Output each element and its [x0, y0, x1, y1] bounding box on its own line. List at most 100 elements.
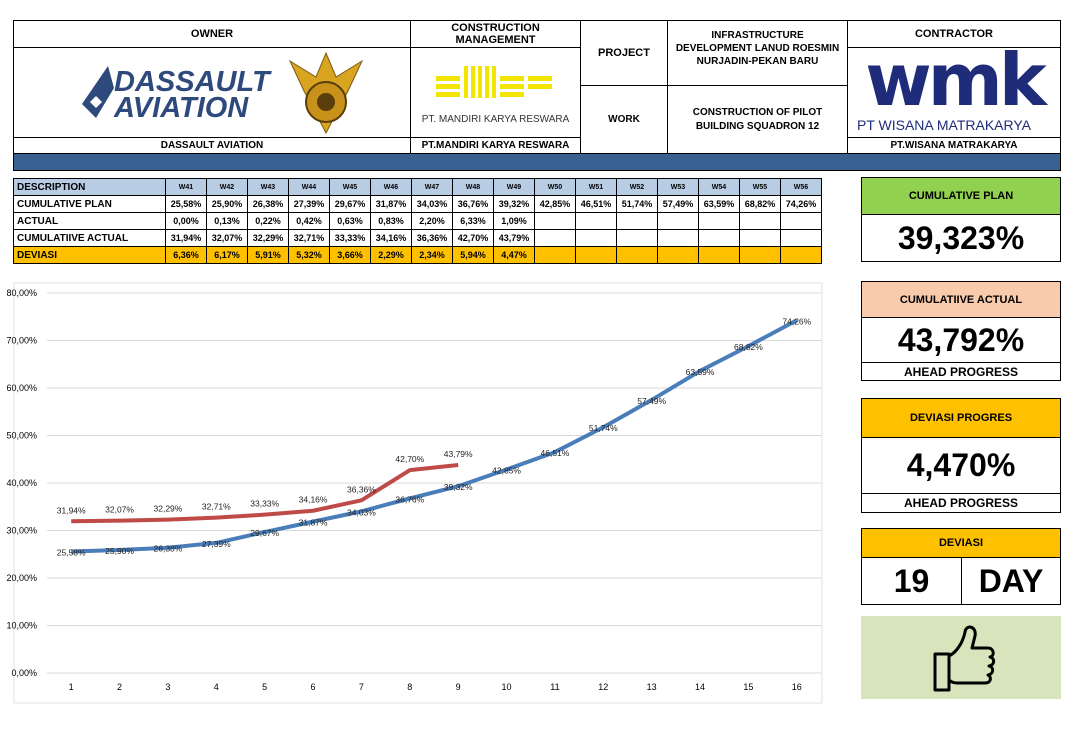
- project-text: INFRASTRUCTURE DEVELOPMENT LANUD ROESMIN…: [667, 20, 848, 86]
- table-cell: 0,13%: [206, 212, 248, 230]
- panel-value: 4,470%: [861, 437, 1061, 494]
- table-cell: [534, 212, 576, 230]
- panel-title: DEVIASI PROGRES: [861, 398, 1061, 438]
- x-tick-label: 11: [550, 682, 559, 692]
- table-cell: [616, 212, 658, 230]
- x-tick-label: 8: [407, 682, 412, 692]
- table-cell: [780, 229, 822, 247]
- data-label: 36,76%: [395, 494, 424, 504]
- data-label: 39,32%: [444, 482, 473, 492]
- table-cell: W46: [370, 178, 412, 196]
- contractor-name: PT.WISANA MATRAKARYA: [847, 137, 1061, 154]
- table-cell: W52: [616, 178, 658, 196]
- project-label: PROJECT: [580, 20, 668, 86]
- table-cell: 29,67%: [329, 195, 371, 213]
- cm-logo-text: PT. MANDIRI KARYA RESWARA: [421, 113, 570, 125]
- table-cell: [616, 229, 658, 247]
- table-cell: [657, 246, 699, 264]
- series-line: [71, 318, 798, 554]
- progress-table: DESCRIPTION W41 W42 W43 W44 W45 W46 W47 W48 W49 W5…: [13, 178, 822, 264]
- x-tick-label: 7: [359, 682, 364, 692]
- panel-value: 39,323%: [861, 214, 1061, 262]
- table-cell: W44: [288, 178, 330, 196]
- data-label: 43,79%: [444, 449, 473, 459]
- data-label: 68,82%: [734, 342, 763, 352]
- work-text: CONSTRUCTION OF PILOT BUILDING SQUADRON …: [667, 85, 848, 154]
- table-cell: 33,33%: [329, 229, 371, 247]
- table-cell: [739, 246, 781, 264]
- table-cell: [575, 212, 617, 230]
- table-cell: W42: [206, 178, 248, 196]
- data-label: 32,71%: [202, 502, 231, 512]
- table-cell: ACTUAL: [13, 212, 166, 230]
- data-label: 33,33%: [250, 499, 279, 509]
- table-cell: 63,59%: [698, 195, 740, 213]
- owner-logo-text-1: DASSAULT: [114, 66, 270, 98]
- y-tick-label: 0,00%: [11, 668, 37, 678]
- table-cell: 0,42%: [288, 212, 330, 230]
- y-tick-label: 60,00%: [6, 383, 37, 393]
- data-label: 42,70%: [395, 454, 424, 464]
- data-label: 63,59%: [686, 367, 715, 377]
- table-cell: 5,32%: [288, 246, 330, 264]
- table-cell: W54: [698, 178, 740, 196]
- table-cell: 43,79%: [493, 229, 535, 247]
- table-cell: W48: [452, 178, 494, 196]
- x-tick-label: 2: [117, 682, 122, 692]
- chart-frame: [13, 282, 823, 704]
- table-cell: DEVIASI: [13, 246, 166, 264]
- table-cell: 34,03%: [411, 195, 453, 213]
- panel-note: AHEAD PROGRESS: [861, 493, 1061, 513]
- x-tick-label: 15: [743, 682, 753, 692]
- x-tick-label: 6: [311, 682, 316, 692]
- table-cell: W50: [534, 178, 576, 196]
- table-cell: 34,16%: [370, 229, 412, 247]
- owner-label: OWNER: [13, 20, 411, 48]
- table-cell: 25,58%: [165, 195, 207, 213]
- table-cell: CUMULATIVE PLAN: [13, 195, 166, 213]
- y-tick-label: 80,00%: [6, 288, 37, 298]
- y-tick-label: 40,00%: [6, 478, 37, 488]
- x-tick-label: 16: [792, 682, 802, 692]
- table-cell: 6,33%: [452, 212, 494, 230]
- y-tick-label: 30,00%: [6, 526, 37, 536]
- table-cell: [739, 212, 781, 230]
- table-cell: [534, 229, 576, 247]
- table-cell: 32,29%: [247, 229, 289, 247]
- table-cell: 36,36%: [411, 229, 453, 247]
- table-cell: 0,83%: [370, 212, 412, 230]
- table-cell: 5,91%: [247, 246, 289, 264]
- series-line: [71, 463, 459, 524]
- table-cell: W55: [739, 178, 781, 196]
- table-cell: 0,00%: [165, 212, 207, 230]
- table-cell: W45: [329, 178, 371, 196]
- data-label: 25,90%: [105, 546, 134, 556]
- data-label: 74,26%: [782, 316, 811, 326]
- table-cell: 51,74%: [616, 195, 658, 213]
- band: [13, 153, 1061, 171]
- table-cell: 4,47%: [493, 246, 535, 264]
- table-cell: 26,38%: [247, 195, 289, 213]
- table-cell: [534, 246, 576, 264]
- table-cell: 27,39%: [288, 195, 330, 213]
- x-tick-label: 1: [69, 682, 74, 692]
- panel-title: CUMULATIVE PLAN: [861, 177, 1061, 215]
- y-tick-label: 10,00%: [6, 621, 37, 631]
- x-tick-label: 4: [214, 682, 219, 692]
- table-cell: 0,22%: [247, 212, 289, 230]
- emblem: [288, 51, 364, 135]
- panel-note: AHEAD PROGRESS: [861, 362, 1061, 381]
- table-cell: [575, 229, 617, 247]
- table-cell: 39,32%: [493, 195, 535, 213]
- y-tick-label: 20,00%: [6, 573, 37, 583]
- data-label: 42,85%: [492, 465, 521, 475]
- data-label: 31,87%: [299, 518, 328, 528]
- y-tick-label: 70,00%: [6, 336, 37, 346]
- thumbs-box: [861, 616, 1061, 699]
- panel-title: DEVIASI: [861, 528, 1061, 558]
- panel-title: CUMULATIIVE ACTUAL: [861, 281, 1061, 318]
- owner-logo-icon: [82, 66, 114, 118]
- data-label: 32,07%: [105, 505, 134, 515]
- table-cell: [780, 212, 822, 230]
